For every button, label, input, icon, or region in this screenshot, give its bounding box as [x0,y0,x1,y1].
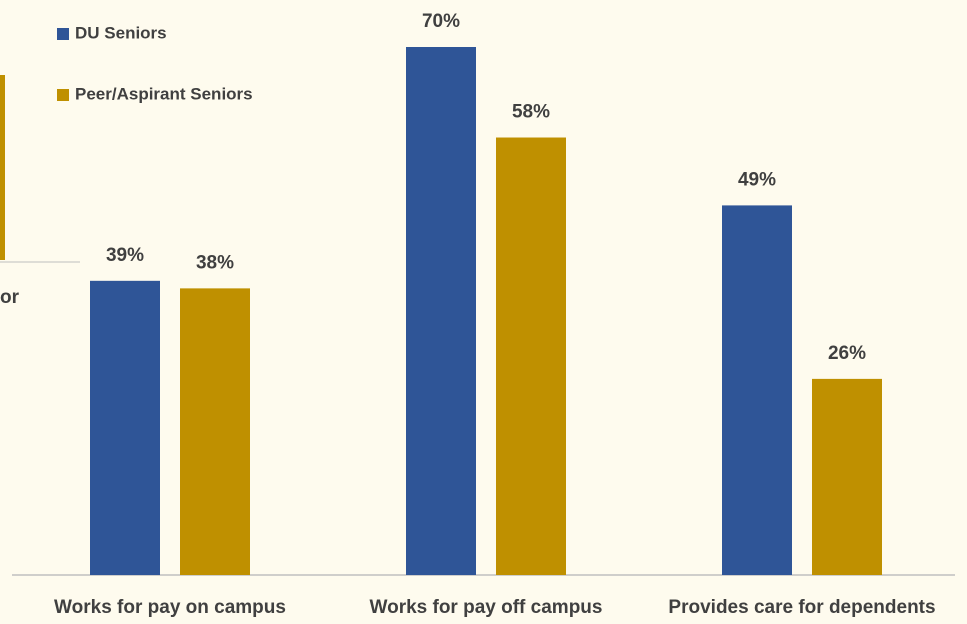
bar [406,47,476,575]
neighbor-chart-bar [0,75,5,260]
legend-swatch [57,28,69,40]
neighbor-chart-label: or [0,287,20,308]
bar [812,378,882,575]
data-label: 38% [196,252,234,273]
x-tick-label: Works for pay on campus [54,597,286,618]
data-label: 26% [828,343,866,364]
bar [90,280,160,575]
legend-label: Peer/Aspirant Seniors [75,84,253,103]
data-label: 70% [422,11,460,32]
x-tick-label: Provides care for dependents [668,597,935,618]
bar [180,288,250,575]
legend-label: DU Seniors [75,23,167,42]
x-tick-label: Works for pay off campus [370,597,603,618]
bar [722,205,792,575]
legend-swatch [57,89,69,101]
data-label: 58% [512,102,550,123]
data-label: 39% [106,245,144,266]
bar [496,137,566,575]
data-label: 49% [738,169,776,190]
